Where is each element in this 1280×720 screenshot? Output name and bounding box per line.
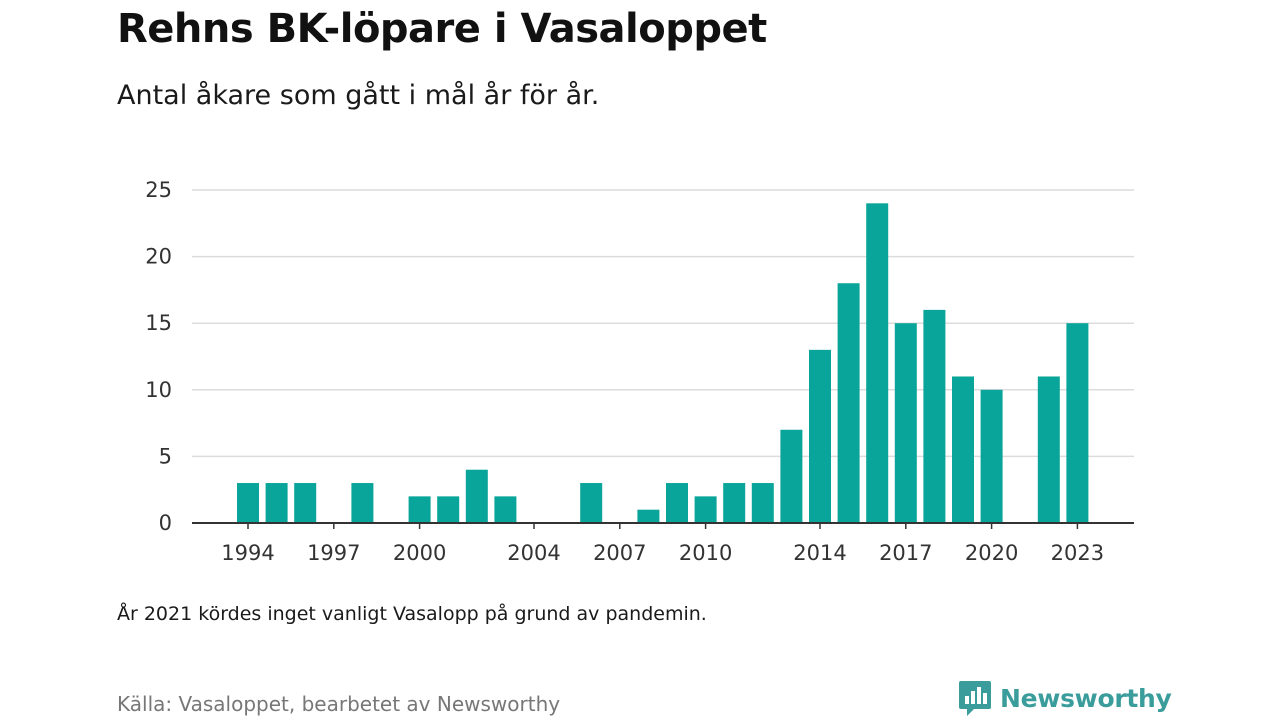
- x-tick-label: 2004: [507, 541, 560, 565]
- x-tick-label: 2023: [1051, 541, 1104, 565]
- bar-2006: [580, 483, 603, 523]
- bar-2020: [980, 389, 1003, 523]
- bar-2010: [694, 496, 717, 523]
- x-tick-label: 2000: [393, 541, 446, 565]
- bar-chart: 0 5 10 15 20 25 1994 1997 2000 2004 2007 2010 2014 20…: [145, 178, 1134, 565]
- bar-2011: [723, 483, 746, 523]
- x-tick-label: 2020: [965, 541, 1018, 565]
- bar-1998: [351, 483, 374, 523]
- y-tick-label: 15: [145, 311, 172, 335]
- bar-2023: [1066, 323, 1089, 523]
- bar-1994: [237, 483, 259, 523]
- y-tick-label: 10: [145, 378, 172, 402]
- y-tick-label: 0: [159, 511, 172, 535]
- y-tick-label: 25: [145, 178, 172, 202]
- axes: 0 5 10 15 20 25 1994 1997 2000 2004 2007 2010 2014 20…: [145, 178, 1134, 565]
- bar-2009: [666, 483, 688, 523]
- x-tick-label: 2017: [879, 541, 932, 565]
- bar-2019: [952, 376, 974, 523]
- x-tick-label: 1994: [221, 541, 274, 565]
- bar-2016: [866, 203, 889, 523]
- bar-2000: [408, 496, 431, 523]
- bar-2013: [780, 429, 803, 523]
- y-tick-label: 5: [159, 444, 172, 468]
- bar-1996: [294, 483, 317, 523]
- footnote: År 2021 kördes inget vanligt Vasalopp på…: [117, 603, 707, 625]
- x-tick-label: 2010: [679, 541, 732, 565]
- bar-2001: [437, 496, 460, 523]
- bar-2014: [809, 349, 831, 523]
- bar-chart-speech-bubble-icon: [959, 681, 991, 716]
- y-tick-label: 20: [145, 245, 172, 269]
- chart-title: Rehns BK-löpare i Vasaloppet: [117, 6, 767, 52]
- brand-logo: Newsworthy: [958, 680, 1172, 716]
- x-tick-label: 1997: [307, 541, 360, 565]
- x-tick-label: 2007: [593, 541, 646, 565]
- bar-2017: [894, 323, 917, 523]
- gridlines: [192, 189, 1134, 458]
- bar-2022: [1037, 376, 1060, 523]
- bar-2003: [494, 496, 517, 523]
- bar-1995: [265, 483, 288, 523]
- bar-2002: [465, 469, 488, 523]
- bar-2012: [751, 483, 774, 523]
- brand-name: Newsworthy: [1000, 683, 1172, 713]
- source-text: Källa: Vasaloppet, bearbetet av Newswort…: [117, 692, 561, 716]
- bar-2008: [637, 509, 660, 523]
- bar-2018: [923, 309, 946, 523]
- chart-subtitle: Antal åkare som gått i mål år för år.: [117, 80, 600, 111]
- bar-2015: [837, 283, 860, 523]
- x-tick-label: 2014: [793, 541, 846, 565]
- bars: [237, 203, 1089, 523]
